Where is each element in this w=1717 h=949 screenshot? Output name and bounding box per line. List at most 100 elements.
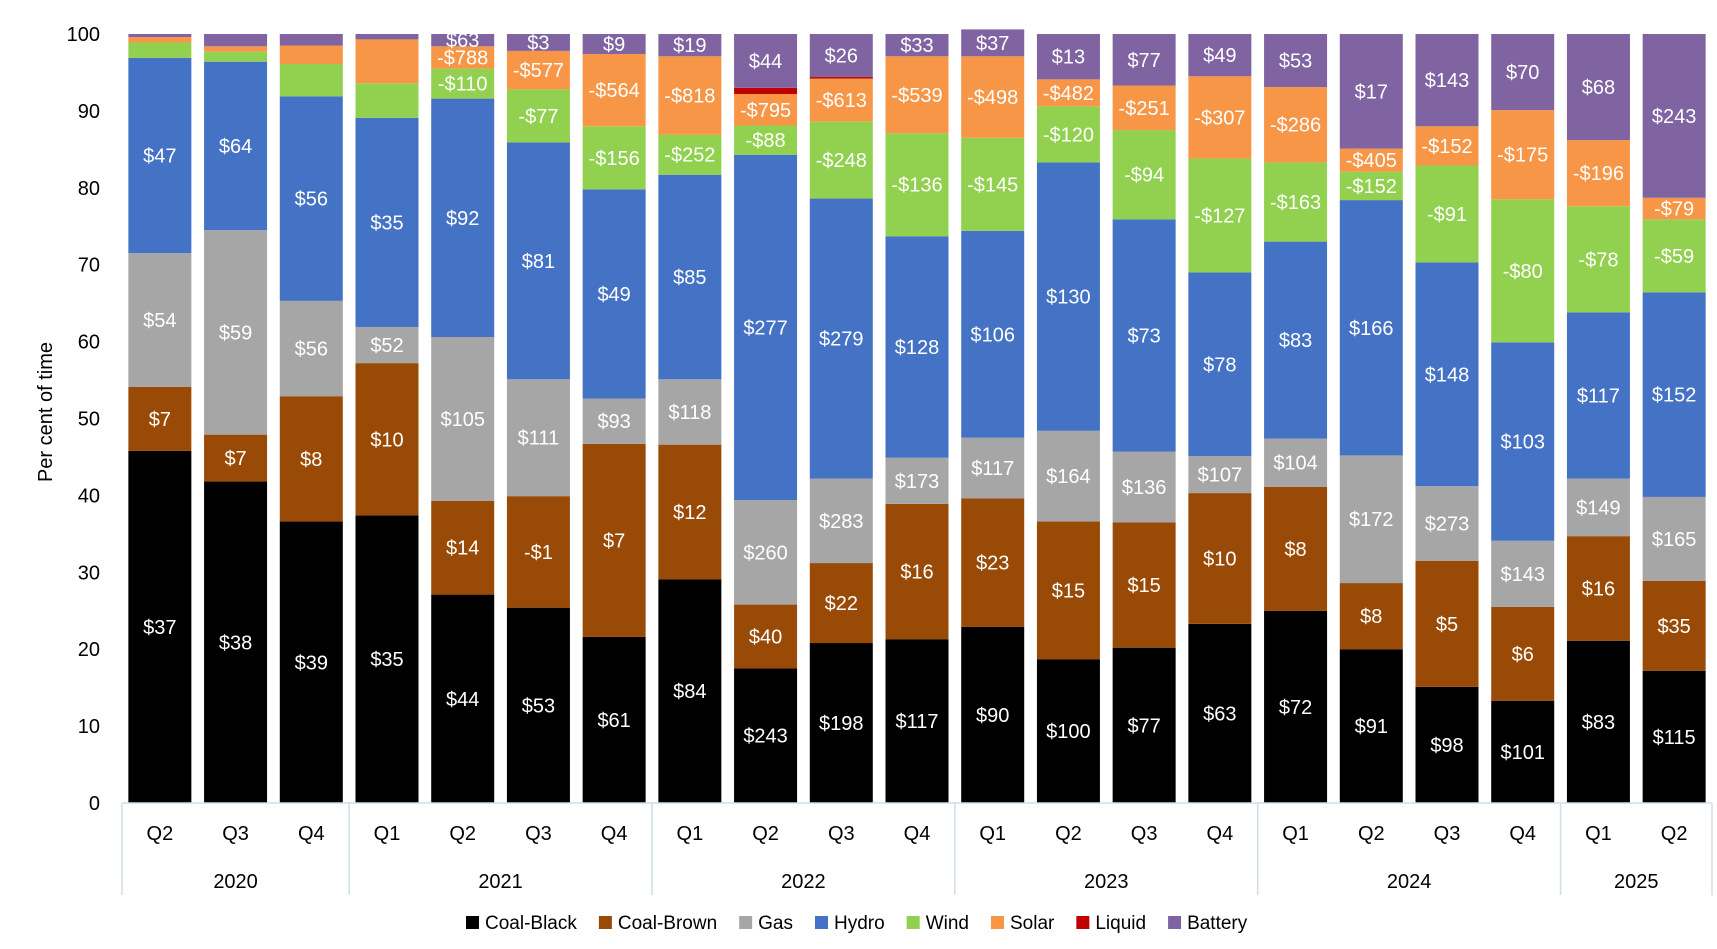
bar-labels-layer: $37 $7 $54 $47 $38 $7 $59 $64 $39 $8 $56 $56 $35 $10 $…: [143, 30, 1696, 764]
y-tick-label: 100: [67, 24, 100, 46]
bar-segment-coal-black: [1112, 647, 1176, 803]
data-label: -$152: [1421, 136, 1472, 158]
data-label: $44: [749, 51, 782, 73]
y-tick-label: 80: [78, 178, 100, 200]
legend-entry: Battery: [1187, 913, 1248, 934]
data-label: $164: [1046, 466, 1091, 488]
bar-segment-gas: [1264, 438, 1328, 487]
bar-segment-gas: [279, 300, 343, 397]
bar-segment-coal-black: [506, 607, 570, 803]
data-label: $54: [143, 310, 176, 332]
bar-segment-hydro: [431, 98, 495, 337]
data-label: $7: [603, 530, 625, 552]
bar-segment-hydro: [1264, 241, 1328, 439]
data-label: $98: [1430, 735, 1463, 757]
bar-segment-coal-brown: [1264, 486, 1328, 611]
bar-segment-hydro: [128, 57, 192, 254]
x-tick-label: Q3: [222, 823, 249, 845]
bar-segment-hydro: [885, 236, 949, 458]
data-label: $283: [819, 511, 864, 533]
bar-segment-wind: [1491, 199, 1555, 343]
x-tick-label: Q2: [147, 823, 174, 845]
legend-entry: Wind: [926, 913, 969, 934]
y-tick-label: 10: [78, 716, 100, 738]
legend-swatch: [739, 916, 753, 929]
bar-segment-wind: [128, 42, 192, 58]
year-label: 2025: [1614, 871, 1659, 893]
bar-segment-gas: [1491, 540, 1555, 607]
bar-segment-coal-black: [355, 515, 419, 803]
data-label: $118: [668, 402, 711, 424]
bar-segment-coal-brown: [1415, 560, 1479, 687]
y-tick-label: 50: [78, 409, 100, 431]
x-tick-label: Q3: [525, 823, 552, 845]
bar-segment-wind: [1188, 158, 1252, 273]
bar-segment-coal-brown: [128, 386, 192, 451]
bar-segment-coal-brown: [204, 434, 268, 482]
bar-segment-solar: [1566, 140, 1630, 207]
bar-segment-coal-black: [1642, 670, 1706, 803]
bar-segment-hydro: [279, 96, 343, 301]
bar-segment-battery: [885, 34, 949, 57]
bar-segment-wind: [885, 133, 949, 237]
bar-segment-solar: [128, 37, 192, 43]
bar-segment-coal-brown: [506, 496, 570, 608]
bar-segment-hydro: [204, 61, 268, 231]
bar-segment-gas: [1566, 478, 1630, 537]
bar-segment-coal-black: [1339, 649, 1403, 803]
data-label: -$307: [1194, 107, 1245, 129]
data-label: $143: [1500, 564, 1545, 586]
bar-segment-battery: [431, 34, 495, 47]
bar-segment-wind: [1264, 162, 1328, 242]
bar-segment-wind: [1339, 171, 1403, 201]
x-tick-label: Q2: [449, 823, 476, 845]
data-label: $49: [597, 284, 630, 306]
x-tick-label: Q1: [1282, 823, 1309, 845]
y-tick-label: 40: [78, 485, 100, 507]
year-label: 2023: [1084, 871, 1129, 893]
data-label: $13: [1052, 47, 1085, 69]
data-label: $44: [446, 689, 479, 711]
data-label: $243: [743, 726, 788, 748]
bar-segment-coal-brown: [1036, 521, 1100, 660]
bar-segment-battery: [128, 34, 192, 38]
bar-segment-gas: [1339, 455, 1403, 584]
x-tick-label: Q2: [1358, 823, 1385, 845]
bar-segment-coal-black: [1491, 700, 1555, 803]
bar-segment-gas: [1642, 496, 1706, 581]
bar-segment-solar: [1264, 87, 1328, 163]
data-label: $101: [1500, 742, 1545, 764]
bar-segment-gas: [1036, 430, 1100, 522]
x-tick-label: Q4: [1509, 823, 1536, 845]
data-label: -$252: [664, 145, 715, 167]
data-label: $33: [900, 35, 933, 57]
bar-segment-coal-brown: [961, 498, 1025, 627]
bar-segment-wind: [1566, 206, 1630, 313]
data-label: $92: [446, 208, 479, 230]
data-label: $8: [300, 449, 322, 471]
data-label: $16: [1582, 578, 1615, 600]
data-label: $172: [1349, 509, 1394, 531]
data-label: $53: [1279, 51, 1312, 73]
data-label: -$80: [1503, 261, 1543, 283]
data-label: $166: [1349, 318, 1394, 340]
bar-segment-battery: [809, 34, 873, 78]
data-label: $40: [749, 627, 782, 649]
data-label: $77: [1127, 715, 1160, 737]
bar-segment-wind: [204, 51, 268, 62]
bar-segment-hydro: [1112, 219, 1176, 452]
legend-swatch: [990, 916, 1004, 929]
bar-segment-gas: [582, 398, 646, 444]
bar-segment-hydro: [506, 142, 570, 380]
bar-segment-battery: [1188, 34, 1252, 77]
legend-swatch: [466, 916, 479, 929]
x-tick-label: Q4: [1207, 823, 1234, 845]
bar-segment-coal-black: [431, 594, 495, 803]
bar-segment-coal-black: [1036, 659, 1100, 803]
bar-segment-coal-brown: [1188, 493, 1252, 624]
data-label: $73: [1127, 325, 1160, 347]
x-tick-label: Q2: [1055, 823, 1082, 845]
bar-segment-hydro: [1415, 262, 1479, 487]
data-label: $91: [1355, 716, 1388, 738]
bar-segment-solar: [506, 50, 570, 90]
